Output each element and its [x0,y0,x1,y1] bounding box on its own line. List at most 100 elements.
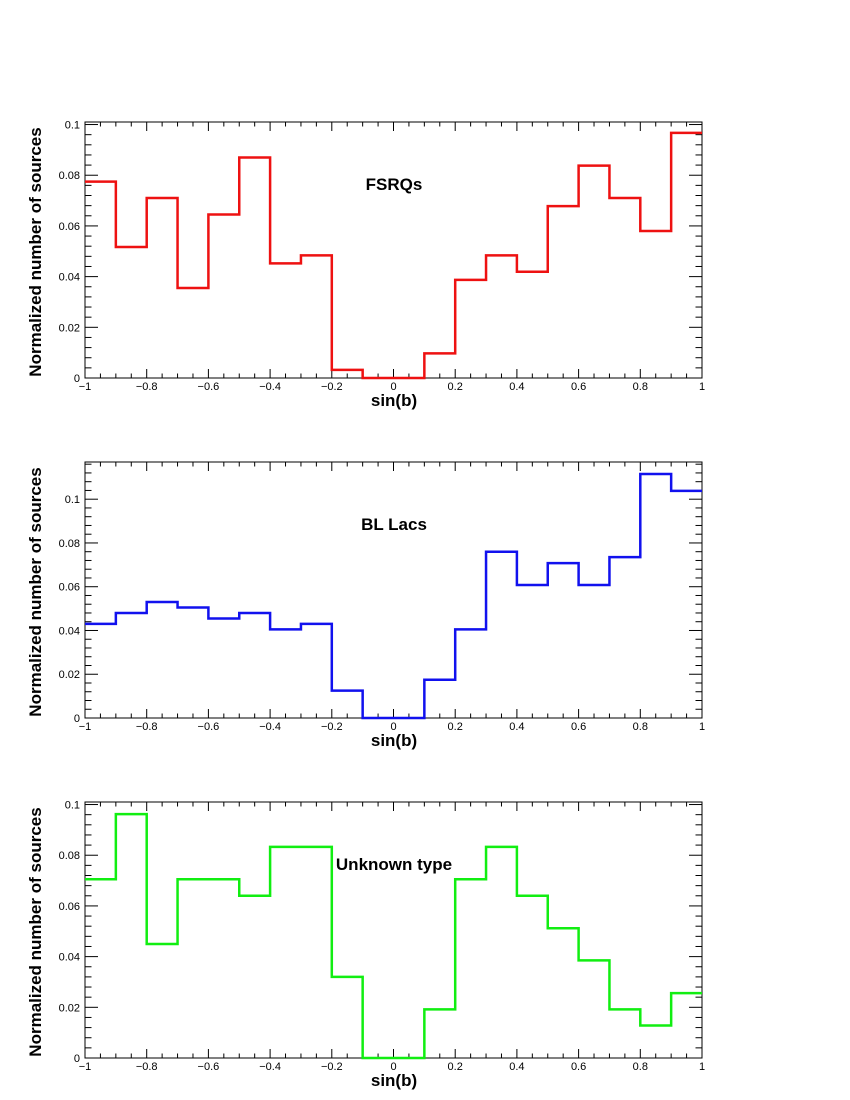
histogram-bin [208,215,239,378]
y-axis-title: Normalized number of sources [26,807,45,1056]
histogram-bin [517,585,548,718]
histogram-bin [579,960,610,1058]
histogram-bin [455,280,486,378]
x-tick-label: 1 [699,721,705,733]
x-tick-label: 0.6 [571,381,586,393]
histogram-line [85,812,702,1060]
histogram-bin [147,602,178,718]
histogram-bin [85,182,116,378]
histogram-bin [640,1026,671,1058]
histogram-bin [486,847,517,1058]
panel-title: FSRQs [366,175,423,194]
histogram-bin [332,977,363,1058]
y-tick-label: 0.08 [59,538,80,550]
x-tick-label: 0.2 [448,381,463,393]
y-tick-label: 0.06 [59,901,80,913]
histogram-bin [178,288,209,378]
histogram-bin [609,1009,640,1058]
x-tick-label: −0.4 [259,381,281,393]
histogram-bin [609,557,640,718]
histogram-bin [548,928,579,1058]
histogram-bin [671,133,702,378]
x-tick-label: 0.4 [509,1061,524,1073]
x-tick-label: 0.6 [571,721,586,733]
y-tick-label: 0 [74,1053,80,1065]
histogram-bin [208,618,239,718]
histogram-bin [424,1009,455,1058]
histogram-bin [270,629,301,718]
x-tick-label: −0.6 [198,1061,220,1073]
y-tick-label: 0 [74,713,80,725]
y-tick-label: 0.08 [59,850,80,862]
x-tick-label: −0.6 [198,721,220,733]
fsrq-panel: −1 −0.8 −0.6 −0.4 −0.2 0 0.2 0.4 0.6 0.8 1 0 0.02 0.0… [26,120,705,410]
y-tick-label: 0.06 [59,582,80,594]
y-tick-label: 0.08 [59,170,80,182]
y-axis-title: Normalized number of sources [26,127,45,376]
y-tick-label: 0.04 [59,625,80,637]
y-tick-label: 0.02 [59,669,80,681]
histogram-bin [548,563,579,718]
histogram-line [85,131,702,380]
histogram-bin [85,624,116,718]
x-tick-label: 0.8 [633,1061,648,1073]
x-tick-label: −0.4 [259,721,281,733]
histogram-bin [301,255,332,378]
y-tick-label: 0.1 [65,800,80,812]
x-axis-title: sin(b) [371,731,417,750]
histogram-bin [548,206,579,378]
x-tick-label: −0.2 [321,721,343,733]
x-tick-label: −1 [79,721,92,733]
panel-title: Unknown type [336,855,452,874]
histogram-bin [640,474,671,718]
x-tick-label: −0.8 [136,381,158,393]
x-tick-label: −0.4 [259,1061,281,1073]
histogram-bin [178,879,209,1058]
x-tick-label: 0 [390,721,396,733]
histogram-bin [579,585,610,718]
histogram-bin [239,157,270,378]
x-tick-label: −1 [79,381,92,393]
y-tick-label: 0.04 [59,952,80,964]
histogram-bin [517,272,548,378]
x-tick-label: −0.8 [136,1061,158,1073]
histogram-bin [517,896,548,1058]
histogram-bin [486,255,517,378]
x-tick-label: 0.8 [633,381,648,393]
histogram-bin [116,613,147,718]
bl-lac-panel: −1 −0.8 −0.6 −0.4 −0.2 0 0.2 0.4 0.6 0.8 1 0 0.02 0.0… [26,461,705,750]
x-tick-label: −0.8 [136,721,158,733]
histogram-bin [116,814,147,1058]
plot-frame [84,461,703,719]
x-axis-title: sin(b) [371,391,417,410]
x-tick-label: −0.6 [198,381,220,393]
x-tick-label: 0.4 [509,721,524,733]
x-tick-label: 0.8 [633,721,648,733]
panel-title: BL Lacs [361,515,427,534]
histogram-bin [178,608,209,718]
histogram-bin [609,198,640,378]
histogram-bin [239,613,270,718]
x-axis-title: sin(b) [371,1071,417,1090]
y-axis-title: Normalized number of sources [26,467,45,716]
histogram-bin [270,847,301,1058]
histogram-bin [301,847,332,1058]
histogram-bin [455,629,486,718]
histogram-bin [147,198,178,378]
histogram-bin [640,231,671,378]
y-tick-label: 0.06 [59,221,80,233]
histogram-bin [301,624,332,718]
x-tick-label: 1 [699,1061,705,1073]
histogram-bin [239,896,270,1058]
histogram-bin [116,247,147,378]
x-tick-label: −0.2 [321,381,343,393]
histogram-bin [424,680,455,718]
x-tick-label: 1 [699,381,705,393]
x-tick-label: 0.2 [448,1061,463,1073]
x-tick-label: 0 [390,1061,396,1073]
y-tick-label: 0.02 [59,1002,80,1014]
x-tick-label: −1 [79,1061,92,1073]
x-tick-label: 0.2 [448,721,463,733]
histogram-bin [147,944,178,1058]
y-tick-label: 0.02 [59,322,80,334]
